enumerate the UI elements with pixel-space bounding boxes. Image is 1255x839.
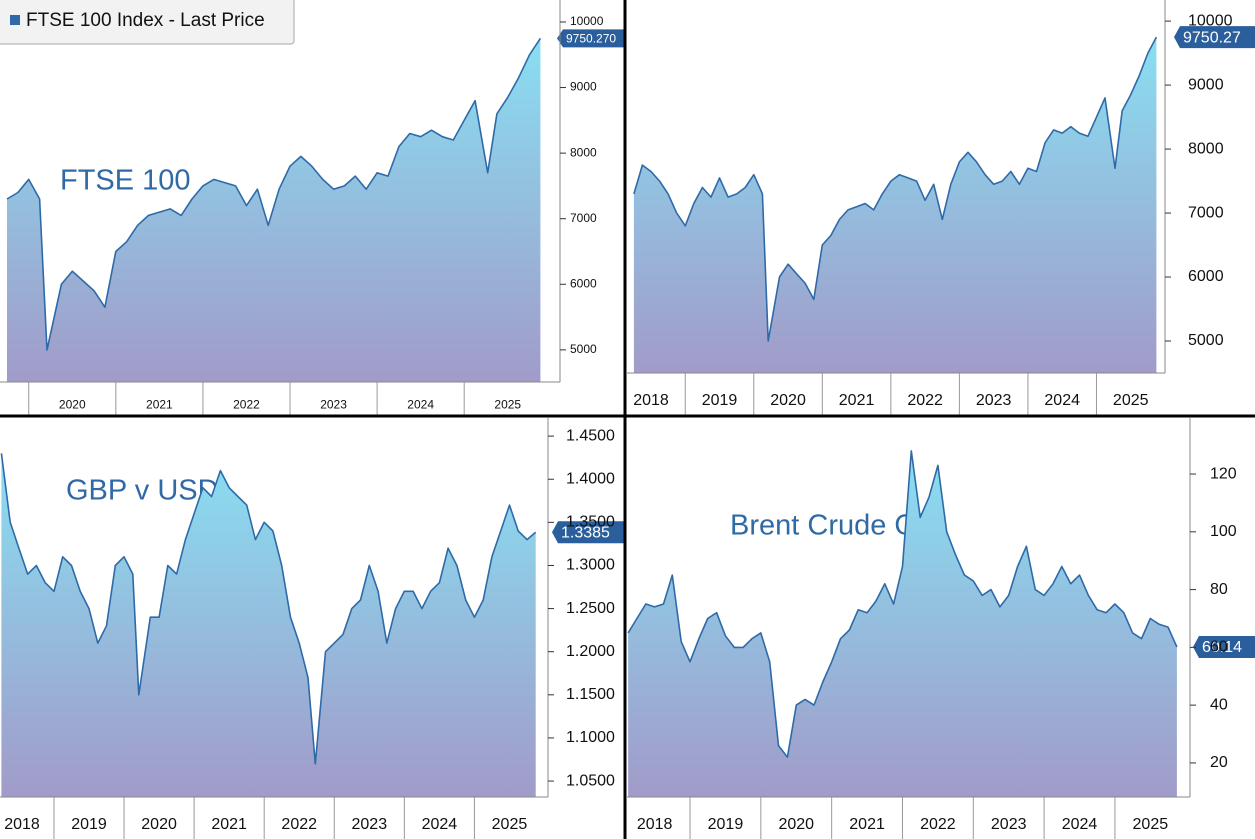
x-tick-label: 2022 — [920, 816, 956, 833]
chart-annotation: FTSE 100 — [60, 165, 191, 197]
x-tick-label: 2023 — [320, 398, 347, 412]
last-price-label: 9750.270 — [566, 32, 616, 46]
last-price-label: 1.3385 — [561, 524, 610, 541]
chart-annotation: Brent Crude Oil — [730, 510, 930, 542]
x-tick-label: 2025 — [1133, 816, 1169, 833]
y-tick-label: 1.3000 — [566, 557, 615, 574]
x-tick-label: 2020 — [141, 816, 177, 833]
x-tick-label: 2018 — [637, 816, 673, 833]
x-tick-label: 2023 — [976, 392, 1012, 409]
y-tick-label: 1.4000 — [566, 470, 615, 487]
x-tick-label: 2023 — [352, 816, 388, 833]
x-tick-label: 2023 — [991, 816, 1027, 833]
y-tick-label: 5000 — [570, 342, 597, 356]
x-tick-label: 2020 — [59, 398, 86, 412]
chart-annotation: GBP v USD — [66, 475, 219, 507]
x-tick-label: 2019 — [708, 816, 744, 833]
x-tick-label: 2021 — [839, 392, 875, 409]
x-tick-label: 2021 — [211, 816, 247, 833]
y-tick-label: 1.3500 — [566, 514, 615, 531]
y-tick-label: 10000 — [570, 14, 604, 28]
x-tick-label: 2022 — [233, 398, 260, 412]
x-tick-label: 2021 — [849, 816, 885, 833]
y-tick-label: 20 — [1210, 754, 1228, 771]
y-tick-label: 7000 — [1188, 204, 1224, 221]
y-tick-label: 80 — [1210, 581, 1228, 598]
x-tick-label: 2022 — [907, 392, 943, 409]
x-tick-label: 2020 — [778, 816, 814, 833]
last-price-tag — [1174, 26, 1255, 49]
y-tick-label: 9000 — [1188, 76, 1224, 93]
x-tick-label: 2025 — [1113, 392, 1149, 409]
y-tick-label: 1.2000 — [566, 643, 615, 660]
y-tick-label: 6000 — [570, 276, 597, 290]
last-price-tag — [1193, 635, 1255, 658]
price-line — [627, 450, 1178, 758]
y-tick-label: 5000 — [1188, 332, 1224, 349]
y-tick-label: 7000 — [570, 211, 597, 225]
x-tick-label: 2024 — [407, 398, 434, 412]
x-tick-label: 2018 — [633, 392, 669, 409]
x-tick-label: 2021 — [146, 398, 173, 412]
chart-panel: FTSE 100 — [6, 37, 542, 382]
area-fill — [1, 453, 536, 797]
y-tick-label: 1.2500 — [566, 600, 615, 617]
x-tick-label: 2024 — [422, 816, 458, 833]
x-tick-label: 2024 — [1062, 816, 1098, 833]
last-price-label: 9750.27 — [1183, 29, 1241, 46]
area-fill — [628, 450, 1177, 797]
x-tick-label: 2019 — [71, 816, 107, 833]
y-tick-label: 6000 — [1188, 268, 1224, 285]
y-tick-label: 9000 — [570, 80, 597, 94]
y-tick-label: 1.1000 — [566, 729, 615, 746]
y-tick-label: 100 — [1210, 523, 1237, 540]
x-tick-label: 2022 — [281, 816, 317, 833]
chart-panel — [633, 36, 1158, 373]
legend-swatch — [10, 15, 20, 25]
x-tick-label: 2020 — [770, 392, 806, 409]
y-tick-label: 10000 — [1188, 12, 1233, 29]
area-fill — [7, 38, 541, 382]
last-price-tag — [552, 521, 625, 544]
x-tick-label: 2019 — [702, 392, 738, 409]
price-line — [6, 37, 542, 351]
x-tick-label: 2018 — [4, 816, 40, 833]
price-line — [633, 36, 1158, 342]
y-tick-label: 1.4500 — [566, 427, 615, 444]
y-tick-label: 120 — [1210, 465, 1237, 482]
area-fill — [633, 37, 1157, 373]
y-tick-label: 1.0500 — [566, 772, 615, 789]
x-tick-label: 2025 — [494, 398, 521, 412]
legend-label: FTSE 100 Index - Last Price — [26, 10, 265, 31]
x-tick-label: 2025 — [492, 816, 528, 833]
y-tick-label: 8000 — [1188, 140, 1224, 157]
legend-box — [0, 0, 295, 45]
x-tick-label: 2024 — [1044, 392, 1080, 409]
price-line — [0, 453, 537, 765]
last-price-tag — [557, 29, 625, 48]
y-tick-label: 1.1500 — [566, 686, 615, 703]
last-price-label: 60.14 — [1202, 639, 1242, 656]
y-tick-label: 8000 — [570, 145, 597, 159]
chart-panel: GBP v USD — [0, 453, 537, 797]
y-tick-label: 40 — [1210, 696, 1228, 713]
chart-panel: Brent Crude Oil — [627, 450, 1178, 797]
y-tick-label: 60 — [1210, 639, 1228, 656]
